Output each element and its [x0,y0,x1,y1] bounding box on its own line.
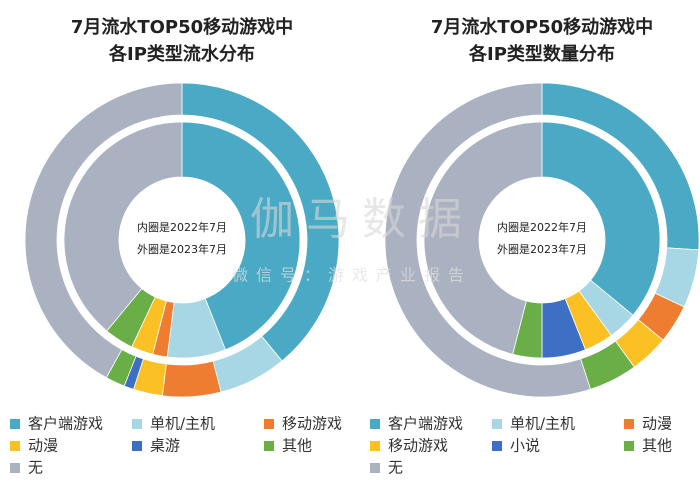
legend-swatch [370,441,380,451]
legend-swatch [624,441,634,451]
donut-segment [63,121,183,332]
legend-swatch [10,441,20,451]
legend-swatch [132,419,142,429]
donut-segment [541,121,661,316]
legend-swatch [264,419,274,429]
donut-segment [161,360,222,398]
watermark: 微信号：游戏产业报告 [232,266,472,285]
legend-swatch [492,419,502,429]
legend-label: 单机/主机 [150,415,215,433]
legend-label: 其他 [642,437,672,455]
center-label: 外圈是2023年7月 [137,242,227,256]
donut-segment [24,82,183,379]
legend-swatch [132,441,142,451]
legend-label: 桌游 [150,437,180,455]
legend-label: 动漫 [642,415,672,433]
legend-label: 动漫 [28,437,58,455]
watermark: 伽马数据 [250,194,474,245]
legend-swatch [10,419,20,429]
legend-label: 移动游戏 [282,415,342,433]
chart-title: 7月流水TOP50移动游戏中 [71,16,293,38]
donut-segment [423,121,543,355]
legend-label: 小说 [510,437,540,455]
center-label: 外圈是2023年7月 [497,242,587,256]
chart-title: 各IP类型流水分布 [108,43,255,65]
legend-label: 无 [388,459,403,477]
chart-title: 7月流水TOP50移动游戏中 [431,16,653,38]
legend-label: 单机/主机 [510,415,575,433]
legend-swatch [624,419,634,429]
center-label: 内圈是2022年7月 [497,220,587,234]
center-label: 内圈是2022年7月 [137,220,227,234]
legend-swatch [370,419,380,429]
legend-swatch [370,463,380,473]
legend-label: 客户端游戏 [28,415,103,433]
donut-segment [181,121,301,351]
legend-swatch [10,463,20,473]
legend-label: 无 [28,459,43,477]
donut-segment [384,82,592,398]
legend-label: 客户端游戏 [388,415,463,433]
chart-title: 各IP类型数量分布 [468,43,615,65]
legend-swatch [492,441,502,451]
legend-swatch [264,441,274,451]
legend-label: 移动游戏 [388,437,448,455]
legend-label: 其他 [282,437,312,455]
